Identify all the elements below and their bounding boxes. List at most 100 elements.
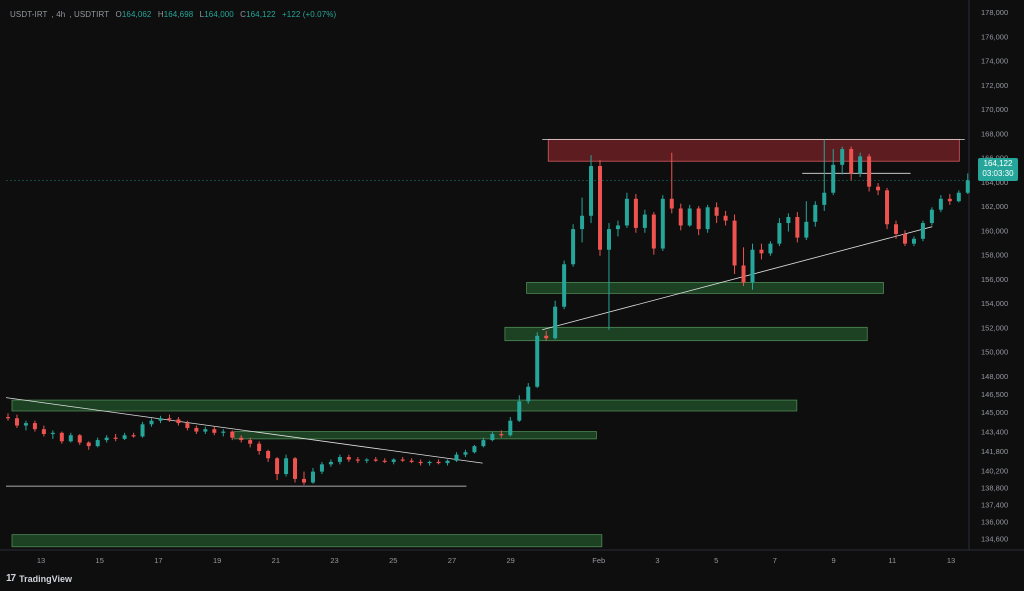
y-tick-label: 134,600 <box>981 534 1008 543</box>
candle-body <box>490 434 495 441</box>
y-tick-label: 143,400 <box>981 428 1008 437</box>
candle-body <box>669 198 674 209</box>
x-tick-label: 21 <box>272 556 280 565</box>
y-tick-label: 170,000 <box>981 105 1008 114</box>
candle-body <box>678 208 683 226</box>
y-tick-label: 152,000 <box>981 323 1008 332</box>
x-tick-label: 11 <box>888 556 896 565</box>
demand-zone-2 <box>504 326 868 342</box>
candle-body <box>786 216 791 224</box>
symbol-name[interactable]: USDT-IRT <box>10 10 48 19</box>
candle-body <box>606 229 611 250</box>
y-tick-label: 174,000 <box>981 57 1008 66</box>
candle-body <box>50 432 55 435</box>
tv-logo-icon: 17 <box>6 573 16 584</box>
candle-body <box>732 220 737 266</box>
candle-body <box>768 243 773 254</box>
candle-body <box>876 186 881 191</box>
candle-body <box>284 458 289 475</box>
candle-body <box>266 450 271 459</box>
candle-body <box>741 265 746 283</box>
candle-body <box>938 198 943 210</box>
last-price-tag: 164,122 03:03:30 <box>978 158 1018 181</box>
candle-body <box>95 440 100 447</box>
candle-body <box>822 192 827 205</box>
candle-body <box>149 420 154 425</box>
candle-body <box>409 460 414 462</box>
demand-zone-3 <box>11 399 798 412</box>
candle-body <box>319 464 324 472</box>
candle-body <box>293 458 298 479</box>
candle-body <box>598 166 603 250</box>
change-value: +122 (+0.07%) <box>282 10 337 19</box>
exchange-name: USDTIRT <box>73 10 110 19</box>
candle-body <box>14 418 19 426</box>
candle-body <box>167 418 172 420</box>
candle-body <box>140 424 145 437</box>
candle-body <box>687 208 692 226</box>
y-tick-label: 136,000 <box>981 517 1008 526</box>
candle-body <box>86 442 91 447</box>
candle-body <box>831 164 836 193</box>
candle-body <box>113 437 118 439</box>
y-tick-label: 145,000 <box>981 408 1008 417</box>
candle-body <box>902 233 907 244</box>
low-value: 164,000 <box>204 10 234 19</box>
candle-body <box>714 207 719 216</box>
candle-body <box>553 306 558 339</box>
demand-zone-1 <box>526 282 884 294</box>
candle-body <box>472 446 477 453</box>
candle-body <box>544 335 549 339</box>
candle-body <box>589 166 594 216</box>
supply-zone-0 <box>547 138 960 162</box>
candle-body <box>651 214 656 249</box>
brand-name: TradingView <box>19 573 72 584</box>
candle-body <box>23 423 28 426</box>
tradingview-logo[interactable]: 17 TradingView <box>6 573 72 584</box>
candle-body <box>6 417 10 419</box>
candle-body <box>382 460 387 462</box>
candle-body <box>248 440 253 444</box>
x-tick-label: 23 <box>330 556 338 565</box>
x-tick-label: Feb <box>592 556 605 565</box>
trendline-0 <box>5 397 483 464</box>
y-tick-label: 162,000 <box>981 202 1008 211</box>
x-tick-label: 29 <box>507 556 515 565</box>
y-tick-label: 140,200 <box>981 466 1008 475</box>
candle-body <box>696 208 701 230</box>
candle-body <box>346 457 351 460</box>
candle-body <box>104 437 109 441</box>
candle-body <box>373 459 378 461</box>
candle-body <box>418 461 423 464</box>
y-tick-label: 178,000 <box>981 8 1008 17</box>
candle-body <box>454 454 459 461</box>
candle-body <box>517 401 522 421</box>
candle-body <box>633 198 638 228</box>
candle-body <box>911 238 916 244</box>
bar-countdown: 03:03:30 <box>982 169 1014 178</box>
timeframe[interactable]: 4h <box>56 10 66 19</box>
low-label: L <box>199 10 205 19</box>
candle-body <box>239 437 244 441</box>
candle-body <box>302 478 307 483</box>
open-label: O <box>115 10 122 19</box>
candle-body <box>158 418 163 421</box>
candle-body <box>795 216 800 238</box>
x-tick-label: 27 <box>448 556 456 565</box>
y-tick-label: 150,000 <box>981 348 1008 357</box>
candle-body <box>203 429 208 432</box>
x-tick-label: 17 <box>154 556 162 565</box>
candle-body <box>221 431 226 433</box>
candle-body <box>615 225 620 230</box>
candle-body <box>858 156 863 174</box>
candle-body <box>436 461 441 464</box>
candle-body <box>122 435 127 439</box>
x-tick-label: 5 <box>714 556 718 565</box>
open-value: 164,062 <box>121 10 152 19</box>
demand-zone-5 <box>11 534 603 548</box>
candle-body <box>194 427 199 432</box>
candle-body <box>499 434 504 436</box>
y-tick-label: 156,000 <box>981 275 1008 284</box>
